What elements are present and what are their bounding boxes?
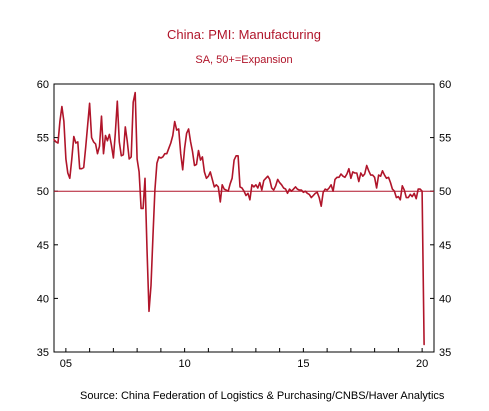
- x-tick-label: 20: [416, 358, 428, 370]
- y-tick-label-left: 50: [37, 186, 49, 198]
- y-tick-label-right: 35: [439, 347, 451, 359]
- y-tick-label-left: 45: [37, 240, 49, 252]
- y-tick-label-right: 45: [439, 240, 451, 252]
- y-tick-label-right: 50: [439, 186, 451, 198]
- plot-frame: [53, 83, 435, 353]
- source-note: Source: China Federation of Logistics & …: [80, 390, 445, 402]
- x-tick-label: 05: [60, 358, 72, 370]
- y-tick-label-left: 60: [37, 79, 49, 91]
- y-tick-label-right: 40: [439, 293, 451, 305]
- series-layer: [53, 91, 425, 346]
- chart-title: China: PMI: Manufacturing: [167, 27, 321, 42]
- pmi-series-line: [53, 91, 425, 346]
- y-tick-label-left: 40: [37, 293, 49, 305]
- x-tick-label: 15: [297, 358, 309, 370]
- axes-layer: 35 35 40 40 45 45 50 50 55 55 60 60 05 10 15 20: [37, 79, 452, 370]
- y-tick-label-left: 55: [37, 133, 49, 145]
- y-tick-label-right: 60: [439, 79, 451, 91]
- y-tick-label-left: 35: [37, 347, 49, 359]
- chart-subtitle: SA, 50+=Expansion: [195, 54, 292, 66]
- y-tick-label-right: 55: [439, 133, 451, 145]
- x-tick-label: 10: [179, 358, 191, 370]
